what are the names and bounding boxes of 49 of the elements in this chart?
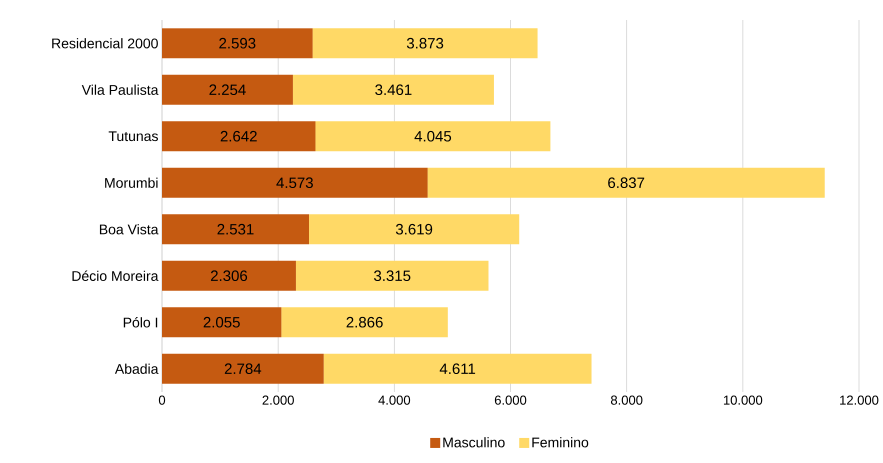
bar bbox=[312, 28, 538, 58]
y-tick-label: Residencial 2000 bbox=[52, 38, 158, 48]
data-label: 4.045 bbox=[414, 130, 452, 142]
data-label: 2.866 bbox=[346, 316, 383, 328]
y-tick-label: Morumbi bbox=[105, 178, 158, 188]
x-tick-label: 10.000 bbox=[724, 396, 762, 405]
bar bbox=[162, 214, 310, 244]
legend-label: Feminino bbox=[532, 437, 588, 448]
y-tick-label: Décio Moreira bbox=[72, 270, 158, 281]
data-label: 3.461 bbox=[375, 84, 412, 96]
x-tick-label: 2.000 bbox=[262, 396, 294, 405]
data-label: 2.306 bbox=[210, 270, 248, 282]
y-tick-label: Abadia bbox=[114, 364, 158, 374]
data-label: 2.254 bbox=[209, 84, 246, 96]
bar bbox=[162, 307, 282, 338]
data-label: 3.315 bbox=[374, 270, 410, 282]
bar bbox=[162, 260, 296, 291]
bar bbox=[162, 354, 324, 384]
y-tick-label: Tutunas bbox=[108, 131, 158, 142]
data-label: 2.784 bbox=[224, 363, 262, 374]
bar bbox=[309, 214, 520, 244]
data-label: 2.055 bbox=[204, 316, 240, 328]
bar bbox=[281, 307, 448, 338]
data-label: 6.837 bbox=[608, 177, 644, 188]
data-label: 4.611 bbox=[440, 363, 476, 374]
data-label: 4.573 bbox=[276, 177, 313, 188]
bar bbox=[296, 260, 488, 291]
x-tick-label: 12.000 bbox=[840, 396, 878, 405]
bar bbox=[162, 74, 293, 105]
bar bbox=[428, 168, 825, 198]
legend-label: Masculino bbox=[443, 437, 505, 448]
bar bbox=[162, 28, 313, 58]
x-tick-label: 4.000 bbox=[378, 396, 410, 405]
bar bbox=[292, 74, 494, 105]
bar bbox=[324, 354, 592, 384]
y-tick-label: Boa Vista bbox=[100, 224, 158, 234]
x-tick-label: 6.000 bbox=[494, 396, 526, 405]
bar bbox=[162, 121, 316, 152]
data-label: 2.642 bbox=[220, 130, 257, 142]
data-label: 2.531 bbox=[217, 224, 254, 235]
y-tick-label: Vila Paulista bbox=[82, 84, 158, 95]
bar bbox=[162, 168, 428, 198]
x-tick-label: 0 bbox=[158, 396, 166, 405]
x-tick-label: 8.000 bbox=[610, 396, 642, 405]
data-label: 2.593 bbox=[219, 38, 256, 49]
bar bbox=[315, 121, 550, 152]
y-tick-label: Pólo I bbox=[124, 317, 158, 328]
data-label: 3.873 bbox=[406, 38, 444, 49]
data-label: 3.619 bbox=[396, 224, 432, 235]
